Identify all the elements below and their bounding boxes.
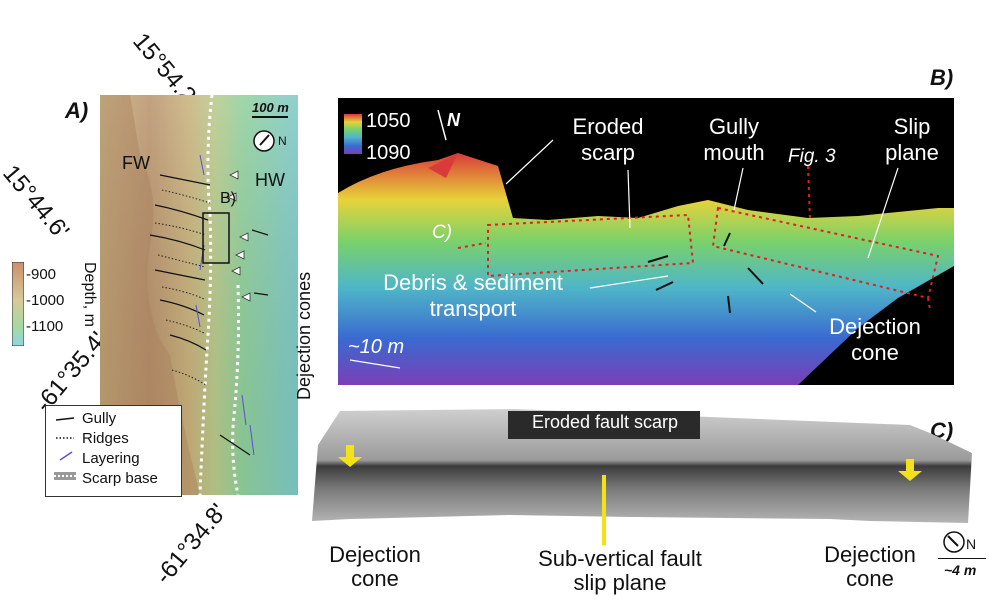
- c-scale-bar: [938, 558, 986, 559]
- label-eroded-scarp: Eroded scarp: [572, 114, 644, 165]
- b-north: N: [447, 110, 460, 130]
- hw-label: HW: [255, 170, 285, 190]
- label-fig3: Fig. 3: [788, 146, 836, 167]
- north-label-a: N: [278, 134, 287, 148]
- photo-mosaic: [312, 409, 972, 545]
- legend-layering: Layering: [82, 450, 140, 467]
- b-scale-bottom: 1090: [366, 142, 411, 164]
- legend-scarp-base: Scarp base: [82, 470, 158, 487]
- label-gully-mouth: Gully mouth: [703, 114, 765, 165]
- depth-tick-2: -1000: [26, 292, 65, 309]
- panel-a-letter: A): [65, 98, 89, 123]
- fw-label: FW: [122, 153, 150, 173]
- caption-dejection-left: Dejection cone: [329, 542, 421, 591]
- depth-colorbar: [12, 262, 24, 346]
- b-scale-top: 1050: [366, 110, 411, 132]
- coord-bottom: -61°34.8': [150, 498, 233, 590]
- dejection-cones-label: Dejection cones: [294, 271, 314, 400]
- depth-tick-3: -1100: [26, 318, 64, 335]
- caption-dejection-right: Dejection cone: [824, 542, 916, 591]
- c-scale-label: ~4 m: [944, 562, 977, 578]
- coord-left-upper: 15°44.6': [0, 160, 75, 245]
- legend-symbols: [54, 417, 76, 480]
- label-slip-plane: Slip plane: [885, 114, 939, 165]
- bathymetry-3d-view: [338, 98, 954, 385]
- depth-tick-1: -900: [26, 266, 57, 283]
- depth-title: Depth, m: [81, 262, 98, 327]
- legend-gully: Gully: [82, 410, 117, 427]
- legend-ridges: Ridges: [82, 430, 129, 447]
- scale-label: 100 m: [252, 100, 289, 115]
- map-legend: Gully Ridges Layering Scarp base: [45, 405, 182, 497]
- north-icon: [943, 531, 965, 553]
- caption-slip-plane: Sub-vertical fault slip plane: [538, 546, 702, 595]
- label-c-ref: C): [432, 222, 453, 243]
- label-dejection-cone-b: Dejection cone: [829, 314, 921, 365]
- b-scale-label: ~10 m: [348, 336, 405, 358]
- panel-b-letter: B): [930, 65, 954, 90]
- eroded-fault-scarp-banner: Eroded fault scarp: [531, 412, 679, 432]
- label-debris: Debris & sediment transport: [383, 270, 563, 321]
- box-b-label: B): [220, 190, 236, 207]
- c-north: N: [966, 536, 977, 552]
